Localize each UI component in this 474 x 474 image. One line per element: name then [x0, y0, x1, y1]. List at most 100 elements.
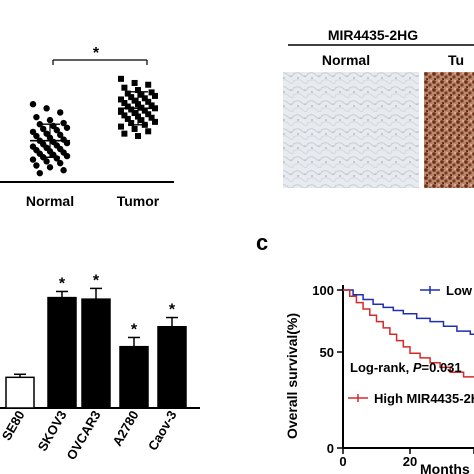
normal-dot — [36, 169, 43, 177]
tumor-dot — [141, 95, 148, 102]
panel-c: c Overall survival(%) 100 50 0 0 20 Mont… — [256, 230, 474, 474]
normal-dot — [63, 152, 71, 160]
tumor-dot — [141, 107, 148, 114]
normal-dot — [33, 113, 40, 121]
tumor-dot — [121, 100, 128, 107]
high-group-curve — [343, 289, 474, 378]
tumor-dot — [135, 87, 141, 94]
tumor-dot — [131, 125, 138, 132]
x-tick-label-20: 20 — [403, 454, 417, 469]
bar — [157, 325, 187, 409]
tumor-dot — [145, 98, 152, 105]
bar — [5, 376, 35, 409]
tumor-dot — [121, 130, 128, 137]
survival-x-label: Months — [420, 461, 470, 474]
tumor-dot — [124, 103, 131, 110]
bar — [81, 298, 111, 409]
logrank-prefix: Log-rank, — [350, 360, 413, 375]
bar-series: * * * * — [5, 272, 187, 409]
bar-tick-label: SE80 — [0, 408, 28, 443]
tumor-dot — [152, 92, 158, 99]
x-tick-label-0: 0 — [339, 454, 346, 469]
normal-dot — [33, 132, 40, 140]
tumor-dot — [152, 118, 158, 125]
bar-tick-label: OVCAR3 — [64, 408, 104, 462]
tumor-dot — [131, 79, 138, 86]
tumor-dot — [121, 84, 128, 91]
panel-letter-c: c — [256, 230, 268, 255]
tumor-dot — [145, 128, 152, 135]
normal-dot — [57, 159, 64, 167]
tumor-dot — [135, 133, 141, 140]
normal-dot — [60, 119, 67, 127]
tumor-dot — [138, 117, 145, 124]
tumor-dot — [131, 97, 138, 104]
normal-dot — [29, 100, 37, 108]
normal-dot — [53, 126, 60, 134]
tumor-dot — [121, 112, 128, 119]
normal-dot — [43, 105, 50, 112]
legend-high-label: High MIR4435-2H — [374, 391, 474, 406]
tumor-dot — [118, 96, 124, 103]
tumor-dot — [118, 75, 124, 82]
bar-tick-label: A2780 — [109, 408, 141, 449]
tumor-dot — [128, 94, 135, 101]
panel-ihc: MIR4435-2HG Normal Tu — [283, 27, 474, 188]
x-label-normal: Normal — [26, 193, 74, 209]
ihc-normal-image — [283, 72, 419, 188]
y-tick-label-0: 0 — [327, 441, 334, 456]
ihc-col-normal: Normal — [322, 52, 370, 68]
tumor-dot — [118, 123, 124, 130]
tumor-dot — [148, 114, 155, 121]
tumor-dot — [145, 81, 152, 88]
x-label-tumor: Tumor — [117, 193, 160, 209]
normal-dot — [60, 167, 67, 174]
tumor-dots — [118, 75, 158, 140]
bar-significance: * — [93, 272, 100, 289]
tumor-dot — [124, 115, 131, 122]
low-group-curve — [343, 289, 474, 335]
significance-star: * — [93, 45, 100, 62]
bar-significance: * — [131, 321, 138, 338]
normal-dot — [36, 121, 43, 128]
bar-significance: * — [169, 302, 176, 319]
normal-dot — [63, 124, 71, 131]
y-tick-label-100: 100 — [312, 283, 334, 298]
normal-dot — [33, 162, 40, 169]
tumor-dot — [145, 111, 152, 118]
normal-dots — [29, 100, 71, 177]
normal-dot — [29, 156, 37, 163]
normal-dot — [46, 116, 54, 124]
bar — [119, 345, 149, 409]
normal-dot — [40, 125, 47, 133]
ihc-col-tumor: Tu — [448, 52, 464, 68]
logrank-value: =0.031 — [422, 360, 462, 375]
y-tick-label-50: 50 — [320, 345, 334, 360]
tumor-dot — [128, 120, 135, 127]
tumor-dot — [138, 91, 145, 98]
logrank-p: P — [413, 360, 422, 375]
panel-a: * Normal Tumor — [0, 45, 174, 209]
tumor-dot — [131, 110, 138, 117]
bar-tick-label: Caov-3 — [145, 408, 180, 453]
legend-low-label: Low I — [446, 283, 474, 298]
tumor-dot — [148, 102, 155, 109]
logrank-stat: Log-rank, P=0.031 — [350, 360, 462, 375]
ihc-tumor-image — [424, 72, 474, 188]
bar — [47, 296, 77, 409]
normal-dot — [57, 109, 64, 116]
bar-tick-label: SKOV3 — [35, 408, 70, 454]
ihc-header: MIR4435-2HG — [328, 27, 418, 43]
tumor-dot — [124, 90, 131, 97]
normal-dot — [57, 131, 64, 139]
normal-dot — [46, 164, 54, 171]
bar-significance: * — [59, 275, 66, 292]
tumor-dot — [128, 106, 135, 113]
normal-dot — [43, 158, 50, 165]
survival-y-label: Overall survival(%) — [284, 313, 300, 439]
tumor-dot — [148, 89, 155, 96]
